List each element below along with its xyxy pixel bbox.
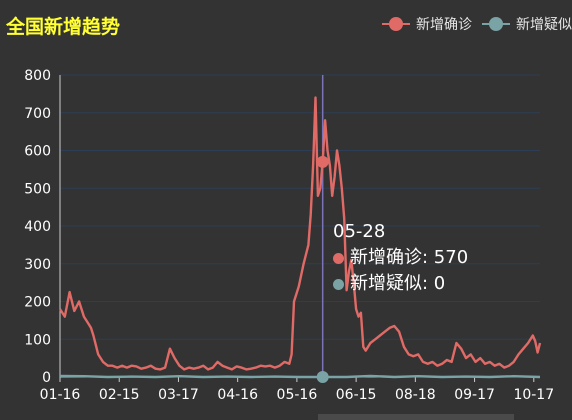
chart-title: 全国新增趋势 xyxy=(6,16,121,38)
tooltip-confirmed-dot-icon xyxy=(333,252,344,264)
y-tick-label: 300 xyxy=(24,257,51,273)
x-tick-label: 01-16 xyxy=(40,387,81,403)
legend-suspected-marker-icon xyxy=(482,16,510,32)
y-tick-label: 100 xyxy=(24,332,51,348)
x-tick-label: 08-18 xyxy=(395,387,436,403)
y-tick-label: 600 xyxy=(24,144,51,160)
y-tick-label: 200 xyxy=(24,295,51,311)
x-tick-label: 09-17 xyxy=(454,387,495,403)
highlight-point-suspected xyxy=(316,371,329,383)
horizontal-scrollbar[interactable] xyxy=(318,414,514,420)
x-tick-label: 10-17 xyxy=(513,387,554,403)
y-tick-label: 0 xyxy=(42,370,51,386)
legend-confirmed-marker-icon xyxy=(382,16,410,32)
highlight-point-confirmed xyxy=(316,155,329,168)
tooltip-row-confirmed: 新增确诊: 570 xyxy=(333,245,472,271)
x-tick-label: 02-15 xyxy=(99,387,140,403)
y-tick-label: 700 xyxy=(24,106,51,122)
chart-legend: 新增确诊 新增疑似 xyxy=(382,14,572,34)
chart-tooltip: 05-28 新增确诊: 570 新增疑似: 0 xyxy=(325,217,480,297)
y-tick-label: 800 xyxy=(24,68,51,84)
y-tick-label: 400 xyxy=(24,219,51,235)
x-tick-label: 06-15 xyxy=(336,387,377,403)
series-line-confirmed xyxy=(58,96,542,371)
legend-confirmed-label: 新增确诊 xyxy=(416,17,472,33)
tooltip-date: 05-28 xyxy=(333,221,386,242)
series-line-suspected xyxy=(59,374,541,379)
x-tick-label: 03-17 xyxy=(158,387,199,403)
legend-item-suspected[interactable]: 新增疑似 xyxy=(482,14,572,34)
legend-suspected-label: 新增疑似 xyxy=(516,17,572,33)
tooltip-row-suspected: 新增疑似: 0 xyxy=(333,271,472,297)
tooltip-suspected-dot-icon xyxy=(333,278,344,290)
tooltip-confirmed-text: 新增确诊: 570 xyxy=(350,247,469,268)
x-tick-label: 05-16 xyxy=(277,387,318,403)
legend-item-confirmed[interactable]: 新增确诊 xyxy=(382,14,472,34)
x-tick-label: 04-16 xyxy=(217,387,258,403)
tooltip-suspected-text: 新增疑似: 0 xyxy=(350,273,446,294)
y-tick-label: 500 xyxy=(24,181,51,197)
